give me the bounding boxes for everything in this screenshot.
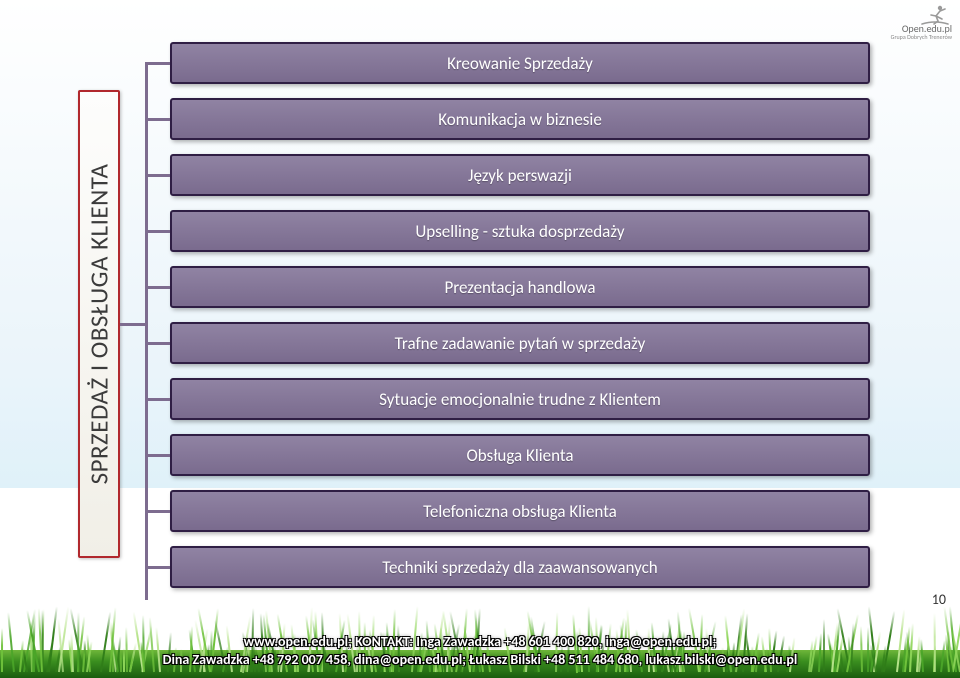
- connector-arm: [145, 454, 170, 457]
- topic-label: Kreowanie Sprzedaży: [447, 53, 593, 74]
- connector-trunk: [145, 62, 148, 600]
- topic-box: Prezentacja handlowa: [170, 266, 870, 308]
- connector-arm: [145, 118, 170, 121]
- logo-text-2: Grupa Dobrych Trenerów: [856, 34, 952, 40]
- connector-arm: [145, 286, 170, 289]
- topic-label: Trafne zadawanie pytań w sprzedaży: [395, 333, 646, 354]
- connector-arm: [145, 510, 170, 513]
- footer-contact: www.open.edu.pl; KONTAKT: Inga Zawadzka …: [0, 633, 960, 668]
- connector-arm: [145, 342, 170, 345]
- topic-box: Techniki sprzedaży dla zaawansowanych: [170, 546, 870, 588]
- topic-label: Telefoniczna obsługa Klienta: [423, 501, 617, 522]
- connector-arm: [145, 230, 170, 233]
- page-number: 10: [932, 591, 946, 608]
- topic-label: Prezentacja handlowa: [444, 277, 595, 298]
- connector-vbar-arm: [120, 323, 145, 326]
- topic-box: Sytuacje emocjonalnie trudne z Klientem: [170, 378, 870, 420]
- topic-label: Obsługa Klienta: [466, 445, 573, 466]
- topic-box: Komunikacja w biznesie: [170, 98, 870, 140]
- topic-box: Obsługa Klienta: [170, 434, 870, 476]
- connector-arm: [145, 566, 170, 569]
- topic-label: Język perswazji: [468, 165, 572, 186]
- topic-box: Kreowanie Sprzedaży: [170, 42, 870, 84]
- topic-label: Sytuacje emocjonalnie trudne z Klientem: [379, 389, 661, 410]
- topic-label: Upselling - sztuka dosprzedaży: [415, 221, 624, 242]
- footer-line-1: www.open.edu.pl; KONTAKT: Inga Zawadzka …: [0, 633, 960, 651]
- topic-box: Telefoniczna obsługa Klienta: [170, 490, 870, 532]
- connector-arm: [145, 62, 170, 65]
- footer-line-2: Dina Zawadzka +48 792 007 458, dina@open…: [0, 651, 960, 669]
- connector-arm: [145, 174, 170, 177]
- category-bar: SPRZEDAŻ I OBSŁUGA KLIENTA: [78, 90, 120, 558]
- topic-box: Język perswazji: [170, 154, 870, 196]
- topic-label: Techniki sprzedaży dla zaawansowanych: [382, 557, 657, 578]
- diagram-stage: SPRZEDAŻ I OBSŁUGA KLIENTA Kreowanie Spr…: [0, 0, 960, 678]
- category-label: SPRZEDAŻ I OBSŁUGA KLIENTA: [84, 164, 115, 485]
- topic-box: Trafne zadawanie pytań w sprzedaży: [170, 322, 870, 364]
- topic-box: Upselling - sztuka dosprzedaży: [170, 210, 870, 252]
- connector-arm: [145, 398, 170, 401]
- brand-logo: Open.edu.pl Grupa Dobrych Trenerów: [856, 4, 952, 40]
- topic-label: Komunikacja w biznesie: [438, 109, 602, 130]
